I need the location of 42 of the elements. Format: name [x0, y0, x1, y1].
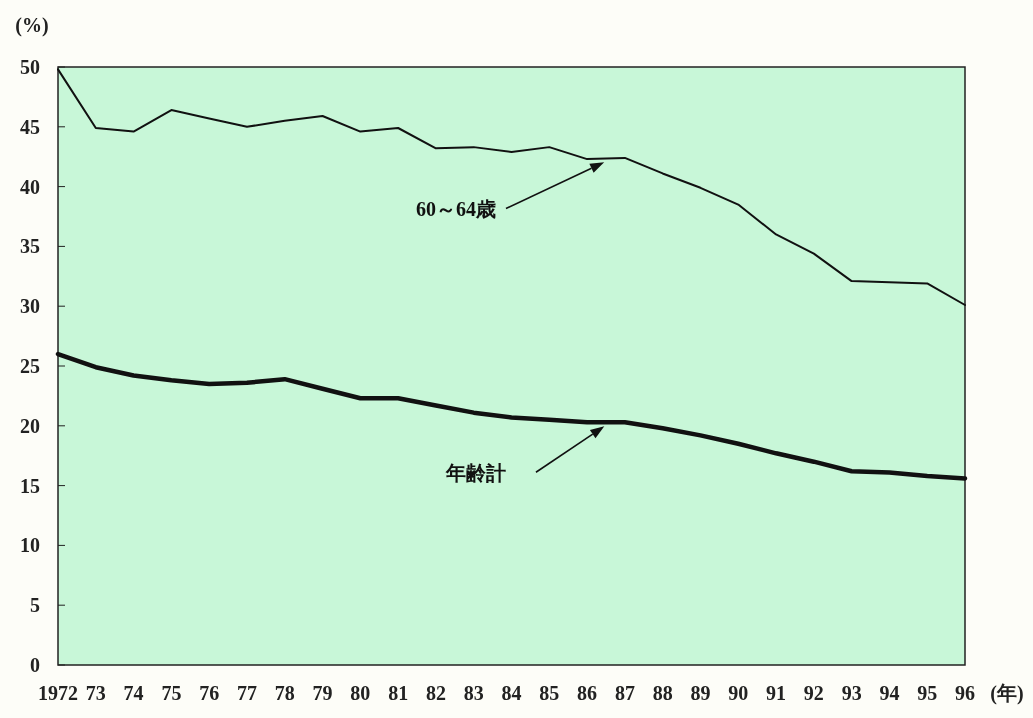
x-tick-label: 88 [652, 682, 673, 704]
y-axis-title: (%) [15, 14, 49, 37]
y-tick-label: 40 [20, 175, 40, 198]
line-series [55, 351, 968, 481]
x-tick-label: 79 [312, 682, 333, 704]
x-tick-label: 95 [917, 682, 938, 704]
x-tick-label: 1972 [38, 682, 78, 704]
text: 60～64歳 [415, 198, 496, 221]
y-tick-label: 10 [20, 534, 40, 557]
x-tick-label: 77 [236, 682, 257, 704]
x-tick-label: 83 [463, 682, 484, 704]
y-tick-label: 30 [20, 295, 40, 318]
y-tick-label: 0 [30, 654, 40, 676]
y-tick-label: 20 [20, 414, 40, 437]
x-tick-label: 80 [350, 682, 371, 704]
y-tick-label: 45 [20, 115, 40, 138]
y-tick-label: 5 [30, 594, 40, 617]
text: 年齢計 [444, 462, 506, 485]
x-tick-label: 78 [274, 682, 295, 704]
y-tick-label: 25 [20, 355, 40, 377]
x-tick-label: 81 [388, 682, 409, 704]
x-tick-label: 73 [85, 682, 106, 704]
x-tick-label: 94 [879, 682, 900, 704]
x-tick-label: 86 [577, 682, 598, 704]
x-tick-label: 74 [123, 682, 144, 704]
x-tick-label: 89 [690, 682, 711, 704]
x-tick-label: 75 [161, 682, 182, 704]
x-tick-label: 76 [199, 682, 220, 704]
x-tick-label: 82 [425, 682, 446, 704]
x-tick-label: 85 [539, 682, 560, 704]
x-tick-label: 92 [803, 682, 824, 704]
x-tick-label: 93 [841, 682, 862, 704]
y-tick-label: 35 [20, 235, 40, 258]
line-series [57, 68, 966, 306]
y-tick-label: 15 [20, 474, 40, 497]
y-tick-label: 50 [20, 56, 40, 78]
x-axis-title: (年) [990, 682, 1024, 705]
x-tick-label: 91 [766, 682, 787, 704]
x-tick-label: 90 [728, 682, 749, 704]
x-tick-label: 84 [501, 682, 522, 704]
x-tick-label: 96 [955, 682, 975, 704]
x-tick-label: 87 [614, 682, 635, 704]
